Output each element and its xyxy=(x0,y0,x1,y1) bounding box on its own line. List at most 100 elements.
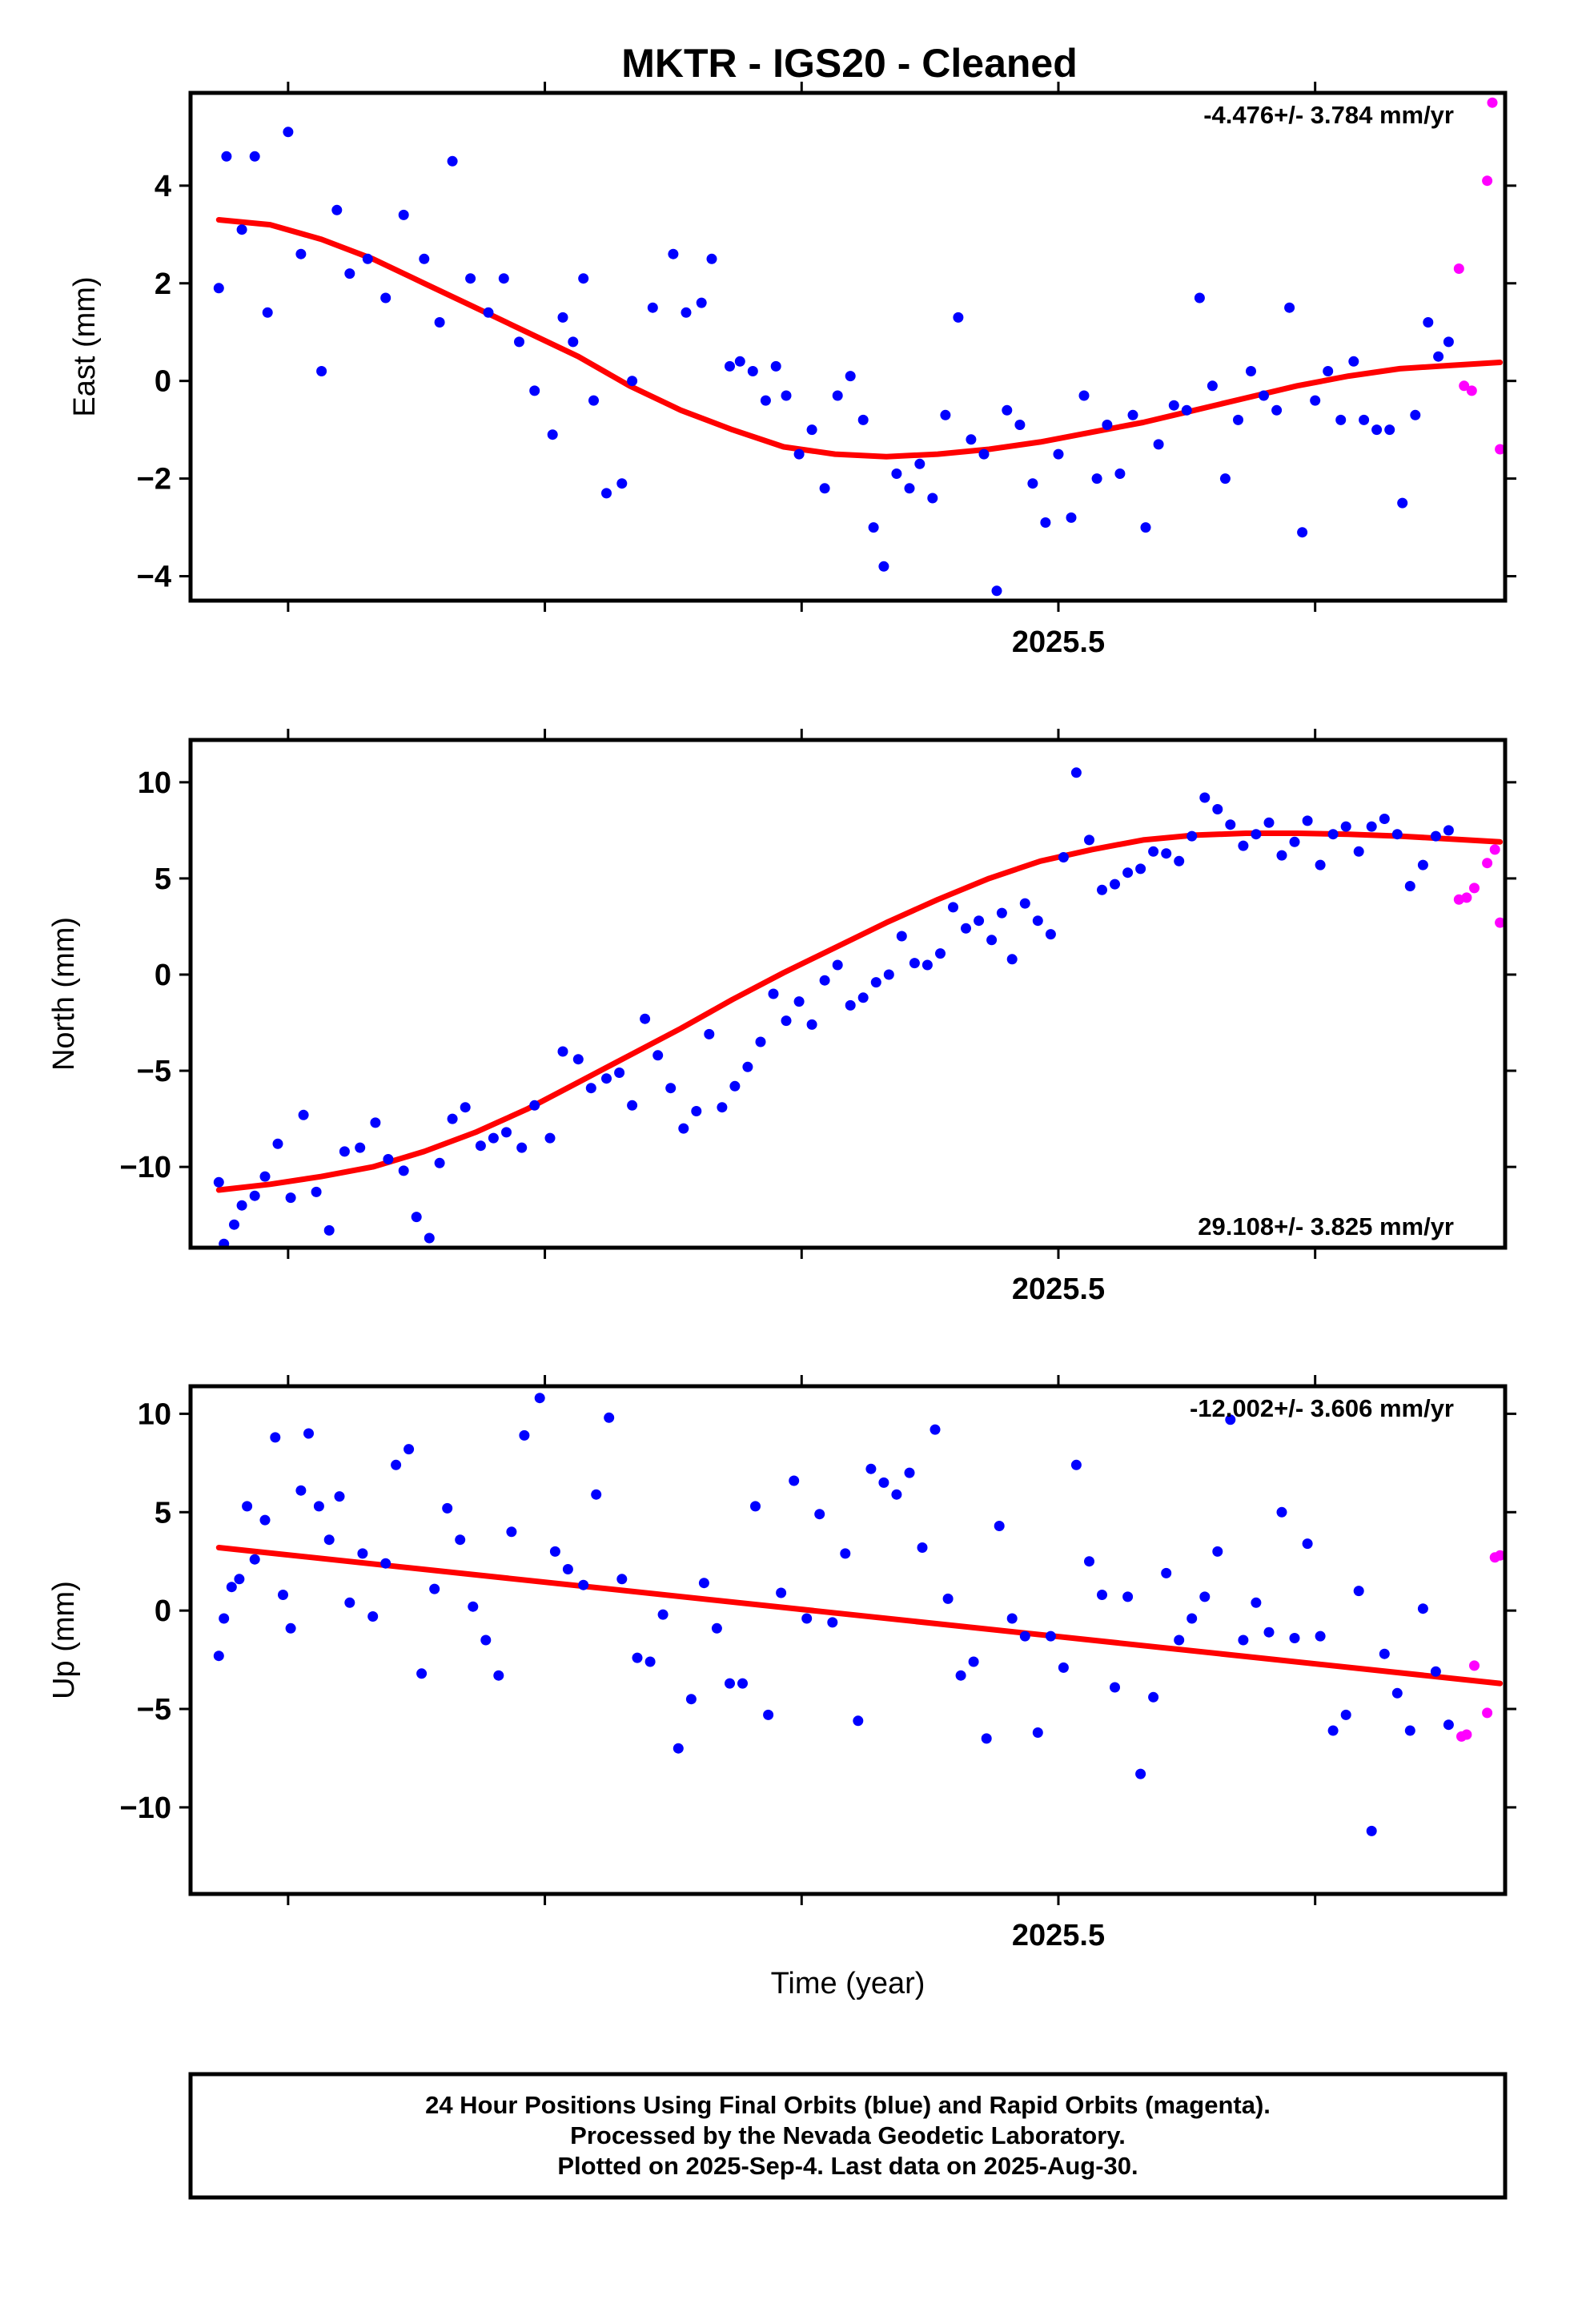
east-final-point xyxy=(681,307,692,318)
east-final-point xyxy=(891,468,902,479)
up-final-point xyxy=(776,1587,787,1598)
up-final-point xyxy=(1174,1634,1185,1646)
east-final-point xyxy=(647,302,658,313)
up-final-point xyxy=(1391,1687,1403,1699)
caption-line-2: Processed by the Nevada Geodetic Laborat… xyxy=(570,2121,1126,2149)
up-final-point xyxy=(357,1548,368,1559)
panel-east: 2025.5 −4 −2 0 2 4 East (mm) -4.476+/- 3.784 mm… xyxy=(68,82,1516,659)
up-rapid-point xyxy=(1461,1729,1472,1740)
north-final-point xyxy=(557,1046,568,1057)
up-final-point xyxy=(1404,1725,1415,1736)
north-final-point xyxy=(1161,848,1172,859)
east-final-point xyxy=(447,155,458,167)
up-final-point xyxy=(1212,1546,1223,1557)
up-final-point xyxy=(334,1491,345,1502)
up-final-point xyxy=(506,1526,517,1538)
east-final-point xyxy=(1310,395,1321,406)
up-final-point xyxy=(242,1501,253,1512)
up-final-point xyxy=(367,1611,379,1622)
up-final-point xyxy=(380,1558,391,1569)
east-final-point xyxy=(734,356,745,367)
up-final-point xyxy=(1366,1825,1377,1836)
north-final-point xyxy=(1276,850,1287,861)
east-final-point xyxy=(316,366,327,376)
north-final-point xyxy=(986,935,998,946)
up-final-point xyxy=(1340,1709,1351,1720)
up-final-point xyxy=(285,1622,296,1634)
east-final-point xyxy=(1053,448,1064,460)
north-final-point xyxy=(665,1083,677,1094)
east-final-point xyxy=(529,385,540,396)
east-final-point xyxy=(1066,512,1077,523)
east-final-point xyxy=(1040,517,1051,528)
east-final-point xyxy=(1259,390,1269,401)
north-final-point xyxy=(544,1132,556,1144)
north-final-point xyxy=(1315,859,1326,870)
north-plot-area xyxy=(213,767,1505,1248)
north-final-point xyxy=(236,1200,247,1211)
north-final-point xyxy=(806,1019,817,1030)
chart-title: MKTR - IGS20 - Cleaned xyxy=(621,41,1078,86)
north-rapid-point xyxy=(1482,858,1493,869)
east-rapid-point xyxy=(1495,444,1505,455)
east-final-point xyxy=(857,414,869,425)
east-final-point xyxy=(380,292,391,304)
east-final-point xyxy=(1153,439,1164,450)
up-final-point xyxy=(840,1548,851,1559)
east-rapid-point xyxy=(1453,263,1464,274)
north-final-point xyxy=(742,1061,753,1072)
east-final-point xyxy=(1140,522,1151,533)
up-y-tick-label: 0 xyxy=(155,1594,171,1628)
up-final-point xyxy=(313,1501,324,1512)
up-final-point xyxy=(827,1617,838,1628)
east-final-point xyxy=(627,376,638,387)
north-final-point xyxy=(355,1142,366,1153)
north-final-point xyxy=(1302,815,1313,826)
east-final-point xyxy=(1207,380,1218,392)
up-final-point xyxy=(295,1485,307,1496)
north-final-point xyxy=(1430,830,1441,842)
up-final-point xyxy=(429,1583,440,1594)
up-final-point xyxy=(917,1542,928,1553)
east-final-point xyxy=(1102,420,1113,430)
up-final-point xyxy=(1276,1506,1287,1518)
up-x-axis-label: Time (year) xyxy=(771,1967,926,2000)
up-final-point xyxy=(750,1501,761,1512)
east-final-point xyxy=(940,409,951,420)
east-final-point xyxy=(601,488,612,499)
north-final-point xyxy=(1097,884,1107,895)
east-final-point xyxy=(1335,414,1347,425)
up-final-point xyxy=(1199,1591,1211,1602)
east-final-point xyxy=(1127,409,1138,420)
north-final-point xyxy=(793,996,805,1007)
north-final-point xyxy=(832,959,843,971)
east-final-point xyxy=(1091,473,1102,485)
north-final-point xyxy=(996,907,1007,919)
east-plot-area xyxy=(213,97,1505,597)
east-rate-label: -4.476+/- 3.784 mm/yr xyxy=(1203,101,1454,129)
east-final-point xyxy=(1323,366,1334,376)
east-final-point xyxy=(904,483,915,494)
east-final-point xyxy=(588,395,599,406)
north-final-point xyxy=(424,1232,435,1244)
up-final-point xyxy=(1327,1725,1339,1736)
east-final-point xyxy=(1348,356,1359,367)
up-final-point xyxy=(1315,1630,1326,1642)
north-final-point xyxy=(339,1146,350,1157)
up-final-point xyxy=(1289,1633,1300,1643)
up-final-point xyxy=(1135,1768,1146,1779)
east-final-point xyxy=(1078,390,1090,401)
east-final-point xyxy=(1397,497,1408,509)
up-final-point xyxy=(1006,1613,1018,1624)
up-final-point xyxy=(644,1656,656,1667)
north-final-point xyxy=(845,999,856,1011)
up-final-point xyxy=(968,1656,979,1667)
east-final-point xyxy=(483,307,494,318)
east-final-point xyxy=(878,561,889,572)
north-final-point xyxy=(411,1212,422,1223)
north-rapid-point xyxy=(1489,844,1500,855)
north-final-point xyxy=(447,1113,458,1124)
east-final-point xyxy=(249,151,260,162)
north-final-point xyxy=(1199,792,1211,803)
